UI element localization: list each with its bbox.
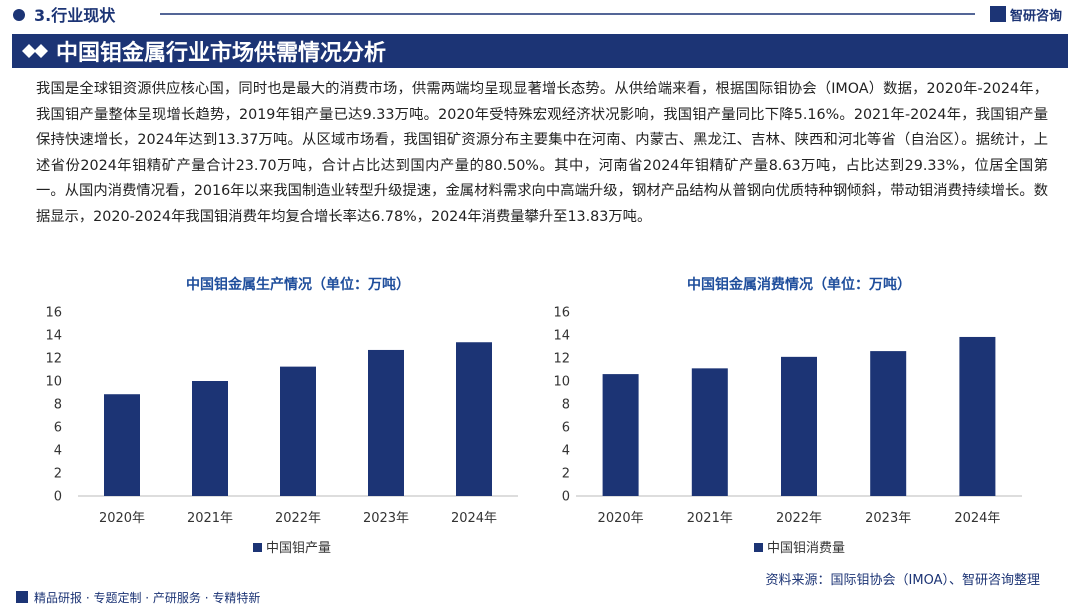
y-tick-label: 6 [54,421,62,436]
y-tick-label: 14 [45,329,62,344]
y-tick-label: 12 [553,352,570,367]
bar [959,336,996,496]
title-icon [22,44,48,58]
bar [691,368,728,496]
x-tick-label: 2024年 [954,511,1000,526]
bar [602,374,639,496]
title-banner [12,34,1068,68]
x-tick-label: 2023年 [363,511,409,526]
bar [280,366,316,496]
chart-title: 中国钼金属生产情况（单位：万吨） [186,276,410,293]
y-tick-label: 12 [45,352,62,367]
y-tick-label: 4 [562,444,570,459]
chart-title: 中国钼金属消费情况（单位：万吨） [687,276,911,293]
y-tick-label: 6 [562,421,570,436]
x-tick-label: 2020年 [99,511,145,526]
x-tick-label: 2021年 [187,511,233,526]
bar [870,351,907,496]
y-tick-label: 0 [54,490,62,505]
y-tick-label: 10 [553,375,570,390]
y-tick-label: 4 [54,444,62,459]
y-tick-label: 2 [562,467,570,482]
x-tick-label: 2023年 [865,511,911,526]
legend-swatch [754,543,763,552]
y-tick-label: 16 [553,306,570,321]
x-tick-label: 2022年 [275,511,321,526]
charts: 中国钼金属生产情况（单位：万吨） 0 2 4 6 8 10 12 14 16 2020年 2021年 2… [45,276,1022,556]
bar [456,342,492,496]
bar [104,394,140,496]
y-tick-label: 14 [553,329,570,344]
footer-logo [16,591,28,603]
y-tick-label: 16 [45,306,62,321]
legend-label: 中国钼消费量 [767,541,845,556]
title: 中国钼金属行业市场供需情况分析 [56,40,386,66]
y-tick-label: 0 [562,490,570,505]
y-tick-label: 8 [562,398,570,413]
footer: 精品研报 · 专题定制 · 产研服务 · 专精特新 [34,590,260,605]
x-tick-label: 2022年 [776,511,822,526]
x-tick-label: 2024年 [451,511,497,526]
section-icon [13,9,25,21]
bar [368,349,404,496]
paragraph: 我国是全球钼资源供应核心国，同时也是最大的消费市场，供需两端均呈现显著增长态势。… [36,81,1048,225]
legend-swatch [253,543,262,552]
bar [192,381,228,496]
x-tick-label: 2020年 [598,511,644,526]
brand: 智研咨询 [1010,8,1062,24]
section-label: 3.行业现状 [34,6,116,25]
y-tick-label: 8 [54,398,62,413]
legend-label: 中国钼产量 [266,541,331,556]
bar [781,356,817,496]
x-tick-label: 2021年 [687,511,733,526]
y-tick-label: 10 [45,375,62,390]
brand-logo [990,6,1006,22]
source: 资料来源：国际钼协会（IMOA）、智研咨询整理 [766,573,1040,588]
y-tick-label: 2 [54,467,62,482]
